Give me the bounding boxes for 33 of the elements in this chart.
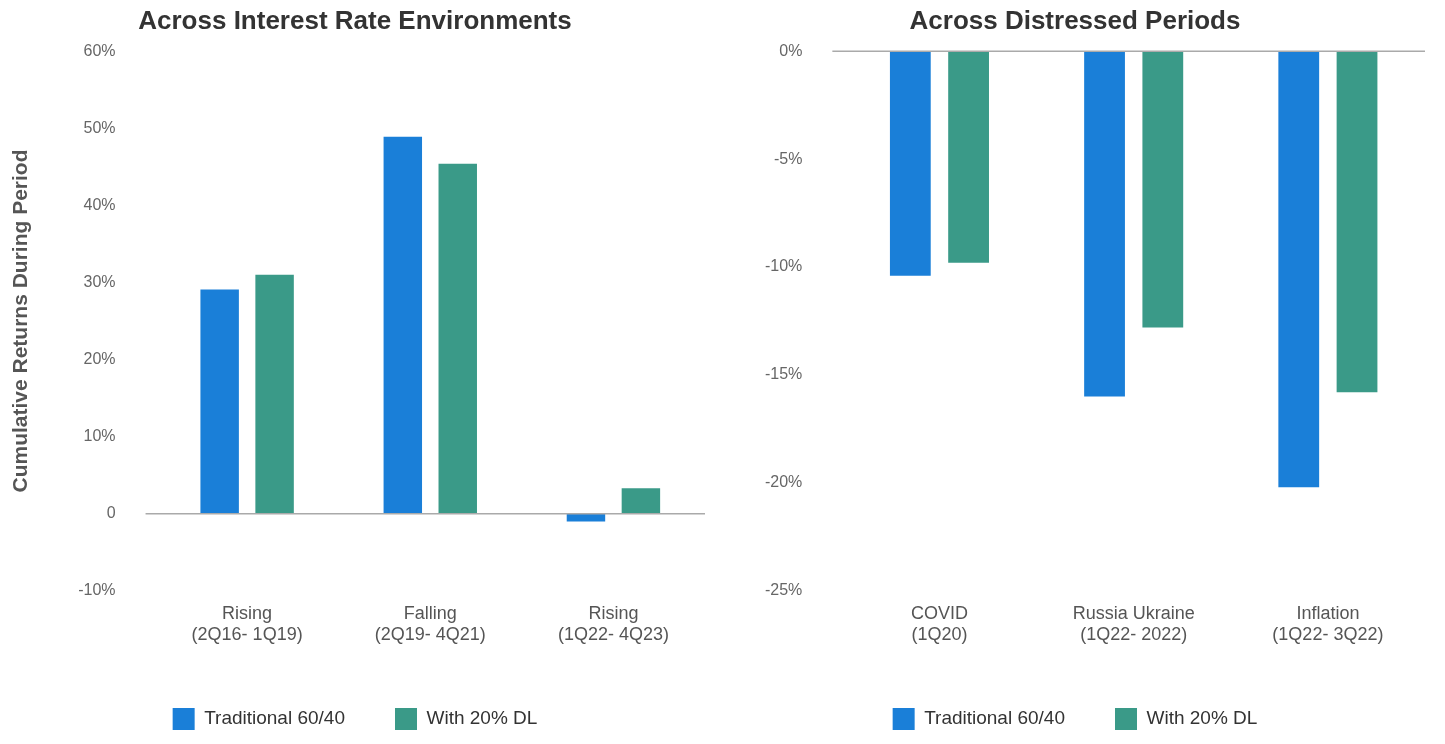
y-tick-label: 10% xyxy=(83,427,116,445)
x-tick-label: Rising (1Q22- 4Q23) xyxy=(557,602,669,645)
bar xyxy=(200,289,239,514)
y-tick-label: 50% xyxy=(83,118,116,136)
x-tick-label: Falling (2Q19- 4Q21) xyxy=(374,602,486,645)
y-axis-title: Cumulative Returns During Period xyxy=(8,149,32,493)
y-tick-label: 0 xyxy=(106,504,116,522)
y-tick-label: 40% xyxy=(83,195,116,213)
y-tick-label: -5% xyxy=(773,149,803,167)
legend-label: Traditional 60/40 xyxy=(204,707,345,729)
legend-label: With 20% DL xyxy=(1146,707,1258,729)
legend-label: With 20% DL xyxy=(426,707,538,729)
bar xyxy=(566,513,606,522)
x-tick-label: Rising (2Q16- 1Q19) xyxy=(191,602,303,645)
y-tick-label: -15% xyxy=(764,365,803,383)
bar xyxy=(438,163,477,514)
y-tick-label: 20% xyxy=(83,349,116,367)
bar xyxy=(621,488,661,514)
x-tick-label: Inflation (1Q22- 3Q22) xyxy=(1272,602,1384,645)
y-tick-label: -20% xyxy=(764,473,803,491)
x-tick-label: Russia Ukraine (1Q22- 2022) xyxy=(1072,602,1195,645)
y-tick-label: -10% xyxy=(764,257,803,275)
y-tick-label: 30% xyxy=(83,272,116,290)
y-tick-label: -10% xyxy=(78,581,116,599)
chart-title: Across Interest Rate Environments xyxy=(138,4,572,35)
x-tick-label: COVID (1Q20) xyxy=(910,602,968,645)
y-tick-label: 60% xyxy=(83,41,116,59)
legend-label: Traditional 60/40 xyxy=(924,707,1065,729)
y-tick-label: 0% xyxy=(779,41,803,59)
y-tick-label: -25% xyxy=(764,581,803,599)
bar xyxy=(383,136,423,514)
bar xyxy=(255,274,294,514)
chart-title: Across Distressed Periods xyxy=(909,4,1241,35)
